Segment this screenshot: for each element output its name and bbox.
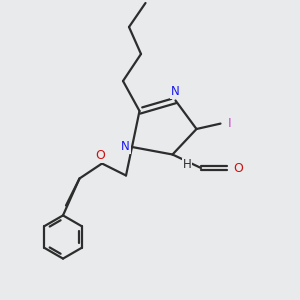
Text: I: I: [228, 117, 231, 130]
Text: N: N: [171, 85, 180, 98]
Text: N: N: [121, 140, 130, 154]
Text: O: O: [96, 148, 105, 162]
Text: H: H: [183, 158, 191, 172]
Text: O: O: [233, 161, 243, 175]
